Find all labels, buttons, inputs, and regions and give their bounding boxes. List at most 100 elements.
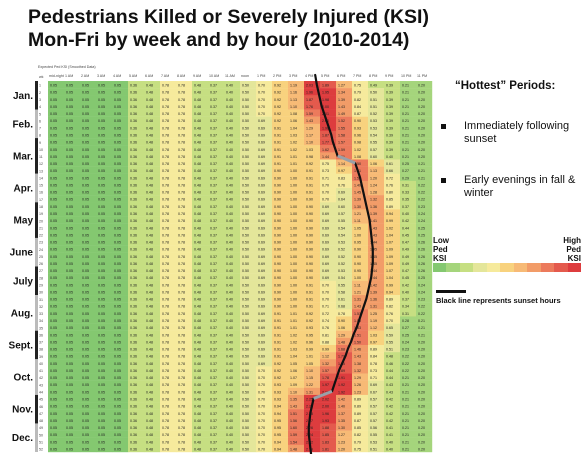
cell-value-label: 0.53 — [370, 440, 377, 444]
cell-value-label: 0.69 — [258, 126, 265, 130]
heatmap-cell — [80, 366, 97, 374]
heatmap-cell — [416, 266, 433, 274]
cell-value-label: 1.32 — [370, 198, 377, 202]
cell-value-label: 0.21 — [402, 119, 409, 123]
heatmap-cell — [112, 287, 129, 296]
heatmap-cell — [96, 152, 113, 160]
cell-value-label: 0.05 — [66, 276, 73, 280]
cell-value-label: 0.05 — [50, 290, 57, 294]
cell-value-label: 0.36 — [130, 319, 137, 323]
heatmap-cell — [400, 423, 417, 431]
heatmap-cell — [288, 159, 305, 167]
heatmap-cell — [128, 130, 145, 139]
cell-value-label: 0.05 — [50, 333, 57, 337]
cell-value-label: 0.40 — [226, 383, 233, 387]
cell-value-label: 0.36 — [130, 433, 137, 437]
heatmap-cell — [80, 423, 97, 431]
cell-value-label: 0.05 — [82, 176, 89, 180]
heatmap-cell — [256, 416, 273, 424]
cell-value-label: 0.05 — [114, 319, 121, 323]
cell-value-label: 1.24 — [370, 183, 377, 187]
heatmap-cell — [144, 209, 161, 217]
heatmap-cell — [208, 295, 225, 303]
cell-value-label: 0.37 — [210, 383, 217, 387]
month-label: Apr. — [14, 184, 34, 195]
heatmap-cell — [48, 309, 65, 317]
cell-value-label: 0.78 — [178, 126, 185, 130]
heatmap-cell — [368, 173, 385, 182]
cell-value-label: 1.89 — [338, 369, 345, 373]
cell-value-label: 0.36 — [130, 298, 137, 302]
heatmap-cell — [80, 230, 97, 239]
cell-value-label: 0.37 — [210, 162, 217, 166]
heatmap-cell — [96, 416, 113, 424]
cell-value-label: 0.36 — [130, 412, 137, 416]
cell-value-label: 0.90 — [274, 205, 281, 209]
cell-value-label: 0.85 — [386, 198, 393, 202]
heatmap-cell — [224, 380, 241, 388]
cell-value-label: 0.36 — [130, 355, 137, 359]
cell-value-label: 0.50 — [242, 369, 249, 373]
heatmap-cell — [144, 444, 161, 453]
cell-value-label: 0.44 — [402, 226, 409, 230]
heatmap-cell — [288, 444, 305, 453]
cell-value-label: 0.90 — [306, 269, 313, 273]
heatmap-cell — [208, 359, 225, 367]
cell-value-label: 0.78 — [162, 134, 169, 138]
cell-value-label: 0.37 — [210, 191, 217, 195]
cell-value-label: 0.78 — [178, 355, 185, 359]
cell-value-label: 1.11 — [354, 283, 361, 287]
cell-value-label: 0.50 — [242, 191, 249, 195]
heatmap-cell — [256, 387, 273, 396]
cell-value-label: 1.01 — [290, 162, 297, 166]
heatmap-cell — [304, 230, 321, 239]
cell-value-label: 0.05 — [50, 433, 57, 437]
heatmap-cell — [320, 280, 337, 289]
hour-tick-label: 7 AM — [161, 74, 169, 78]
cell-value-label: 0.90 — [306, 226, 313, 230]
heatmap-cell — [384, 216, 401, 224]
heatmap-cell — [288, 266, 305, 274]
heatmap-cell — [112, 145, 129, 153]
heatmap-cell — [304, 444, 321, 453]
heatmap-cell — [336, 302, 353, 310]
cell-value-label: 0.93 — [274, 383, 281, 387]
heatmap-cell — [64, 116, 81, 124]
cell-value-label: 1.31 — [306, 390, 313, 394]
cell-value-label: 0.78 — [162, 205, 169, 209]
cell-value-label: 0.05 — [50, 126, 57, 130]
heatmap-cell — [144, 352, 161, 360]
heatmap-cell — [176, 81, 193, 89]
cell-value-label: 0.78 — [178, 369, 185, 373]
heatmap-cell — [144, 109, 161, 117]
cell-value-label: 0.91 — [306, 169, 313, 173]
heatmap-cell — [64, 387, 81, 396]
heatmap-cell — [400, 409, 417, 417]
heatmap-cell — [112, 209, 129, 217]
cell-value-label: 0.05 — [114, 262, 121, 266]
heatmap-cell — [192, 387, 209, 396]
heatmap-cell — [400, 109, 417, 117]
cell-value-label: 0.78 — [162, 412, 169, 416]
hour-tick-label: 8 AM — [177, 74, 185, 78]
heatmap-cell — [240, 252, 257, 260]
heatmap-cell — [240, 373, 257, 381]
heatmap-cell — [304, 130, 321, 139]
cell-value-label: 0.05 — [98, 233, 105, 237]
cell-value-label: 0.91 — [274, 348, 281, 352]
cell-value-label: 1.13 — [290, 98, 297, 102]
heatmap-cell — [112, 230, 129, 239]
heatmap-cell — [208, 159, 225, 167]
heatmap-cell — [160, 180, 177, 189]
cell-value-label: 1.00 — [290, 262, 297, 266]
heatmap-cell — [144, 366, 161, 374]
hour-tick-label: 2 AM — [81, 74, 89, 78]
cell-value-label: 1.04 — [386, 233, 393, 237]
cell-value-label: 0.40 — [226, 126, 233, 130]
heatmap-cell — [96, 337, 113, 346]
heatmap-cell — [416, 123, 433, 132]
cell-value-label: 0.21 — [402, 383, 409, 387]
month-band — [35, 138, 38, 174]
cell-value-label: 0.26 — [418, 241, 425, 245]
cell-value-label: 0.05 — [98, 162, 105, 166]
